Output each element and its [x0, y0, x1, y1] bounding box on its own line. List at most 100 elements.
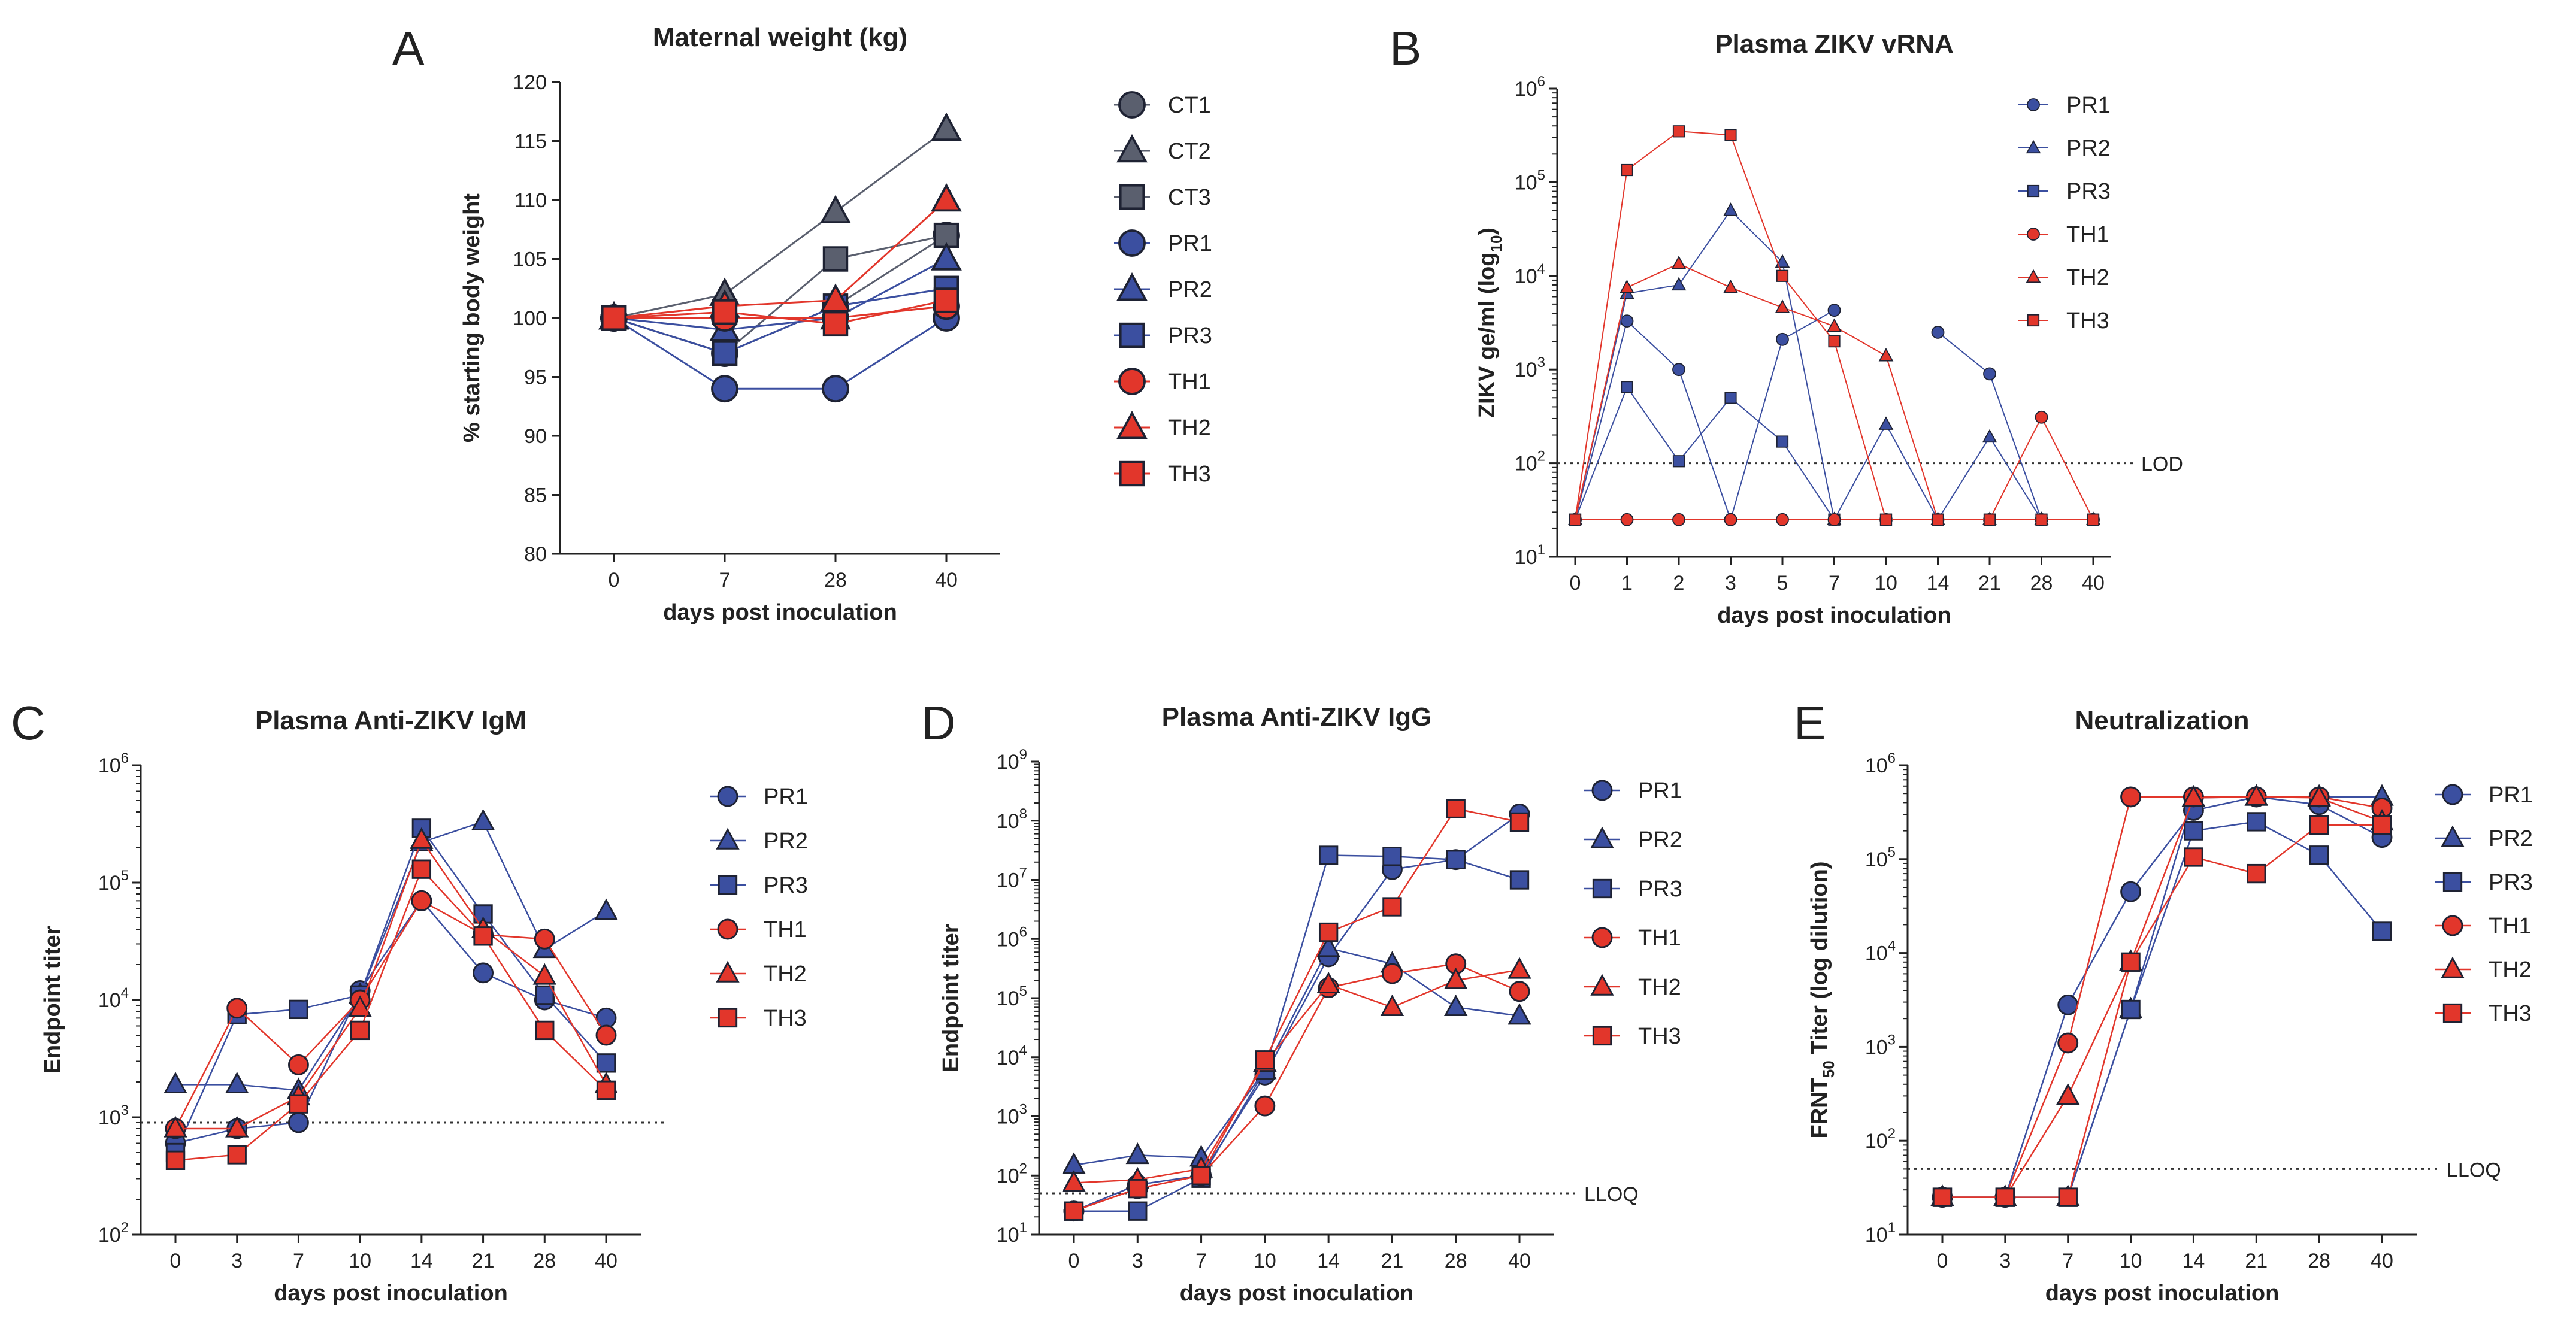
legend-entry: TH3 — [710, 1006, 807, 1031]
legend-entry: TH3 — [2018, 308, 2109, 334]
y-tick-label: 85 — [524, 484, 547, 507]
series-line — [1575, 263, 2093, 520]
data-point — [2372, 921, 2392, 941]
data-point — [2372, 815, 2392, 835]
legend-entry: TH2 — [1114, 410, 1211, 441]
data-point — [473, 962, 494, 984]
legend-label: PR3 — [1168, 323, 1212, 348]
data-point — [350, 1020, 370, 1041]
series-line — [1575, 210, 2093, 520]
legend-entry: PR1 — [2018, 93, 2111, 118]
data-point — [1316, 935, 1340, 957]
data-point — [2247, 863, 2266, 884]
data-point — [1983, 513, 1996, 526]
legend-marker — [1119, 460, 1145, 487]
y-tick-label: 103 — [1865, 1032, 1896, 1059]
data-point — [1621, 163, 1633, 177]
data-point — [348, 995, 372, 1017]
y-tick-label: 102 — [98, 1220, 129, 1247]
y-tick-exponent: 9 — [1019, 747, 1027, 763]
y-tick-base: 10 — [997, 1106, 1019, 1129]
x-tick-label: 14 — [1927, 572, 1950, 595]
data-point — [1878, 347, 1894, 362]
legend-entry: PR2 — [710, 827, 808, 854]
data-point — [1381, 963, 1403, 984]
x-tick-label: 28 — [2308, 1250, 2330, 1272]
legend-entry: TH1 — [2435, 914, 2532, 939]
x-axis-label: days post inoculation — [663, 600, 897, 625]
x-tick-label: 3 — [1725, 572, 1736, 595]
y-tick-exponent: 4 — [121, 985, 129, 1001]
data-point — [1776, 435, 1789, 448]
x-tick-label: 21 — [1381, 1250, 1404, 1272]
chart-title: Plasma Anti-ZIKV IgM — [255, 706, 526, 735]
series-line — [613, 199, 948, 319]
y-tick-label: 104 — [98, 985, 129, 1012]
y-tick-exponent: 2 — [1019, 1160, 1027, 1177]
data-point — [1318, 845, 1339, 865]
data-point — [1723, 279, 1738, 293]
y-tick-label: 115 — [514, 131, 547, 153]
legend-marker — [1118, 91, 1146, 119]
y-tick-label: 106 — [98, 750, 129, 777]
legend-label: TH3 — [2066, 308, 2109, 334]
legend-marker — [1590, 974, 1614, 996]
data-point — [1509, 870, 1530, 890]
x-tick-label: 7 — [2062, 1250, 2073, 1272]
y-tick-base: 10 — [997, 1224, 1019, 1247]
data-point — [1671, 277, 1687, 291]
data-point — [535, 1020, 555, 1041]
series-line — [1073, 969, 1520, 1184]
legend-label: TH1 — [2066, 222, 2109, 247]
legend-label: TH3 — [1638, 1024, 1681, 1049]
y-tick-label: 95 — [524, 366, 547, 389]
data-point — [1828, 335, 1841, 348]
data-point — [1620, 279, 1634, 293]
series-line — [613, 299, 947, 325]
legend-entry: TH3 — [2435, 1001, 2532, 1026]
series-pr2 — [164, 808, 618, 1099]
data-point — [820, 283, 851, 312]
y-tick-base: 10 — [1865, 1036, 1888, 1059]
y-tick-base: 10 — [1865, 754, 1888, 777]
legend-marker — [717, 918, 738, 940]
data-point — [1621, 381, 1633, 393]
legend-label: TH3 — [1168, 462, 1211, 487]
y-tick-exponent: 2 — [121, 1220, 129, 1236]
legend-label: PR1 — [764, 784, 808, 810]
x-tick-label: 7 — [293, 1250, 304, 1272]
series-line — [1074, 854, 1520, 1212]
legend-entry: PR3 — [1114, 322, 1212, 348]
series-line — [1073, 813, 1520, 1212]
data-point — [164, 1071, 187, 1094]
y-tick-base: 10 — [1865, 1224, 1888, 1247]
y-tick-base: 10 — [1515, 265, 1537, 288]
legend-marker — [2441, 956, 2465, 978]
legend-marker — [1590, 826, 1614, 848]
data-point — [1254, 1095, 1276, 1117]
data-point — [1672, 455, 1685, 468]
series-pr3 — [601, 275, 959, 366]
data-point — [1776, 513, 1789, 526]
data-point — [1446, 850, 1466, 869]
y-tick-base: 10 — [98, 1224, 121, 1247]
series-line — [613, 287, 947, 354]
data-point — [1827, 513, 1841, 526]
y-axis-label-sub: 50 — [1820, 1060, 1838, 1078]
x-tick-label: 3 — [1132, 1250, 1143, 1272]
legend-entry: PR2 — [2435, 825, 2533, 851]
series-pr1 — [600, 304, 960, 403]
data-point — [2058, 1187, 2078, 1207]
y-tick-label: 108 — [997, 806, 1027, 833]
y-tick-exponent: 6 — [121, 750, 129, 766]
legend-marker — [2027, 228, 2040, 241]
series-line — [1575, 310, 1835, 520]
y-tick-label: 105 — [1865, 844, 1896, 871]
data-point — [822, 311, 849, 337]
data-point — [2181, 784, 2206, 807]
x-tick-label: 2 — [1673, 572, 1685, 595]
y-tick-label: 105 — [98, 868, 129, 895]
y-tick-label: 105 — [1515, 167, 1545, 194]
